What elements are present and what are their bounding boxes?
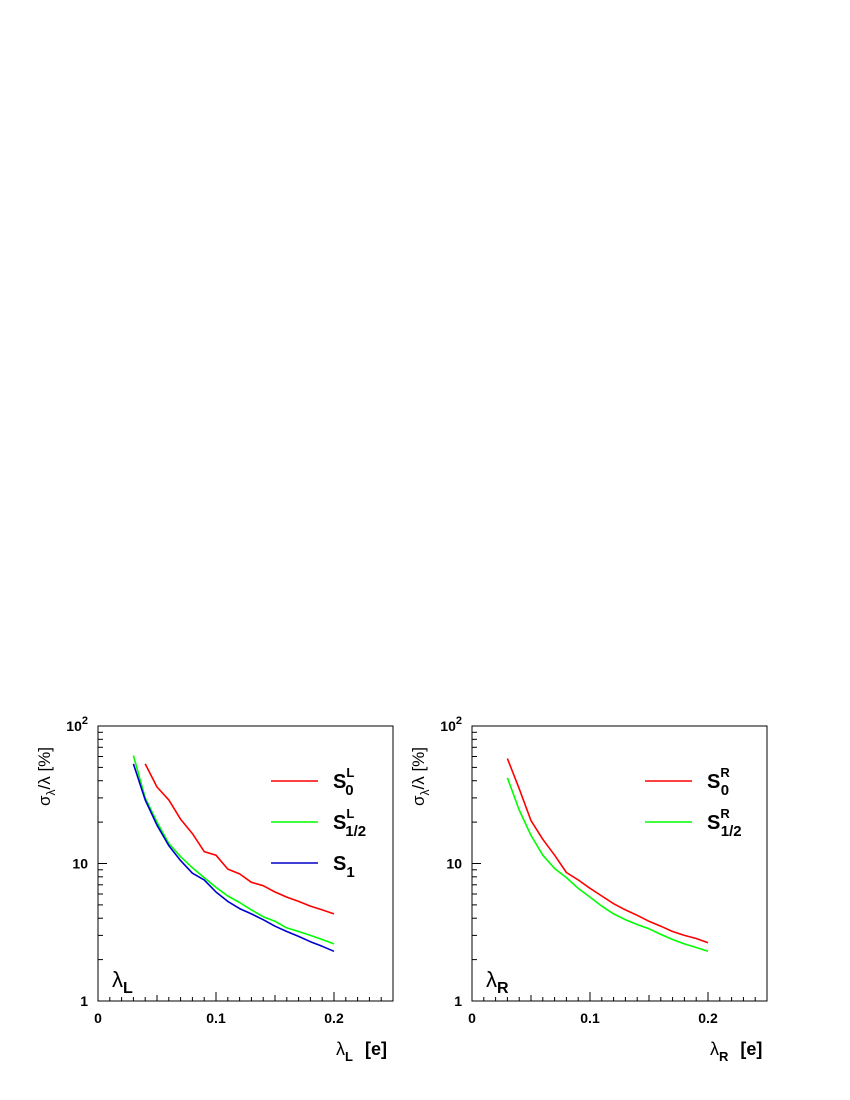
legend-label: SR 0	[707, 765, 730, 799]
legend-entry-3: S1	[271, 853, 355, 881]
legend-entry-1: SR 0	[645, 765, 730, 799]
y-tick-label: 10	[446, 856, 462, 872]
x-tick-label: 0.1	[206, 1010, 226, 1026]
chart-panel-1: 0 0.1 0.2 1 10 102 SL 0 SL 1/2 S1 λL λL [e] σλ/λ [%]	[35, 715, 394, 1064]
legend-label: S1	[333, 853, 355, 881]
legend-entry-2: SL 1/2	[271, 806, 366, 840]
series-line-3	[132, 763, 335, 953]
y-tick-label: 102	[440, 715, 462, 734]
panel-label: λL	[112, 967, 133, 997]
y-tick-label: 102	[66, 715, 88, 734]
x-tick-label: 0.2	[324, 1010, 344, 1026]
series-line-2	[506, 777, 709, 953]
y-tick-label: 1	[80, 993, 88, 1009]
panel-label: λR	[486, 967, 509, 997]
y-axis-title: σλ/λ [%]	[409, 747, 432, 806]
y-axis-title: σλ/λ [%]	[35, 747, 58, 806]
x-tick-label: 0	[468, 1010, 476, 1026]
legend-entry-1: SL 0	[271, 765, 354, 799]
series-line-2	[132, 755, 335, 945]
chart-panel-2: 0 0.1 0.2 1 10 102 SR 0 SR 1/2 λR λR [e] σλ/λ [%]	[409, 715, 768, 1064]
x-axis-title: λR [e]	[710, 1039, 762, 1064]
legend-label: SL 0	[333, 765, 354, 799]
series-line-1	[144, 763, 335, 915]
x-tick-label: 0.1	[580, 1010, 600, 1026]
y-tick-label: 10	[72, 856, 88, 872]
series-line-1	[506, 758, 709, 944]
y-tick-label: 1	[454, 993, 462, 1009]
x-tick-label: 0.2	[698, 1010, 718, 1026]
x-axis-title: λL [e]	[336, 1039, 387, 1064]
legend-label: SR 1/2	[707, 806, 742, 840]
legend-label: SL 1/2	[333, 806, 366, 840]
legend-entry-2: SR 1/2	[645, 806, 742, 840]
x-tick-label: 0	[94, 1010, 102, 1026]
